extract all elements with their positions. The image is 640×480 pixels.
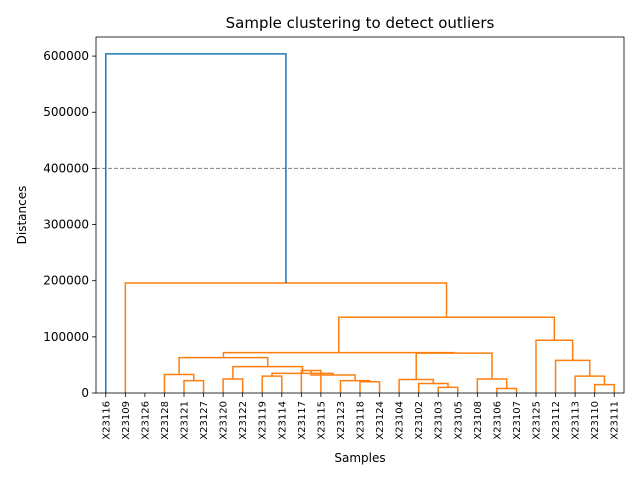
- dendrogram-link-14: [496, 387, 518, 393]
- dendrogram-link-9: [232, 365, 304, 379]
- leaf-label-x23115: X23115: [316, 401, 327, 440]
- leaf-label-x23107: X23107: [512, 401, 523, 440]
- dendrogram-link-22: [338, 316, 556, 353]
- chart-title: Sample clustering to detect outliers: [226, 14, 495, 32]
- leaf-label-x23127: X23127: [199, 401, 210, 440]
- dendrogram-link-3: [261, 375, 283, 393]
- y-axis-label: Distances: [15, 186, 29, 245]
- leaf-label-x23117: X23117: [297, 401, 308, 440]
- plot-area: [96, 53, 624, 393]
- y-tick-label: 100000: [43, 330, 89, 344]
- leaf-label-x23109: X23109: [121, 401, 132, 440]
- leaf-label-x23126: X23126: [140, 401, 151, 440]
- leaf-label-x23105: X23105: [453, 401, 464, 440]
- leaf-label-x23128: X23128: [160, 401, 171, 440]
- y-tick-label: 400000: [43, 161, 89, 175]
- leaf-label-x23121: X23121: [180, 401, 191, 440]
- leaf-label-x23102: X23102: [414, 401, 425, 440]
- leaf-label-x23106: X23106: [492, 401, 503, 440]
- leaf-label-x23108: X23108: [473, 401, 484, 440]
- leaf-label-x23120: X23120: [219, 401, 230, 440]
- leaf-label-x23112: X23112: [551, 401, 562, 440]
- dendrogram-link-13: [398, 378, 435, 393]
- dendrogram-link-10: [178, 356, 269, 375]
- leaf-label-x23124: X23124: [375, 401, 386, 440]
- leaf-label-x23114: X23114: [277, 401, 288, 440]
- y-tick-label: 200000: [43, 274, 89, 288]
- y-tick-label: 500000: [43, 105, 89, 119]
- leaf-label-x23122: X23122: [238, 401, 249, 440]
- dendrogram-link-24: [105, 53, 287, 393]
- leaf-label-x23119: X23119: [258, 401, 269, 440]
- dendrogram-link-5: [339, 379, 371, 393]
- leaf-label-x23111: X23111: [610, 401, 621, 440]
- leaf-label-x23103: X23103: [434, 401, 445, 440]
- dendrogram-link-0: [183, 379, 205, 393]
- leaf-label-x23110: X23110: [590, 401, 601, 440]
- leaf-label-x23118: X23118: [356, 401, 367, 440]
- leaf-label-x23123: X23123: [336, 401, 347, 440]
- y-tick-label: 0: [81, 386, 89, 400]
- dendrogram-link-4: [359, 381, 381, 393]
- leaf-label-x23104: X23104: [395, 401, 406, 440]
- y-tick-label: 600000: [43, 49, 89, 63]
- dendrogram-link-19: [574, 375, 606, 393]
- axes-frame: [95, 36, 625, 394]
- dendrogram-link-6: [300, 369, 322, 393]
- dendrogram-link-11: [437, 386, 459, 393]
- leaf-label-x23113: X23113: [571, 401, 582, 440]
- leaf-label-x23116: X23116: [101, 401, 112, 440]
- leaf-label-x23125: X23125: [532, 401, 543, 440]
- dendrogram-link-17: [222, 351, 455, 358]
- y-axis-ticks: 0 100000 200000 300000 400000 500000 600000: [43, 49, 96, 400]
- y-tick-label: 300000: [43, 218, 89, 232]
- dendrogram-link-21: [535, 339, 574, 393]
- x-axis-label: Samples: [334, 451, 385, 465]
- x-axis-ticks: X23116 X23109 X23126 X23128 X23121 X23127 X231…: [101, 393, 621, 440]
